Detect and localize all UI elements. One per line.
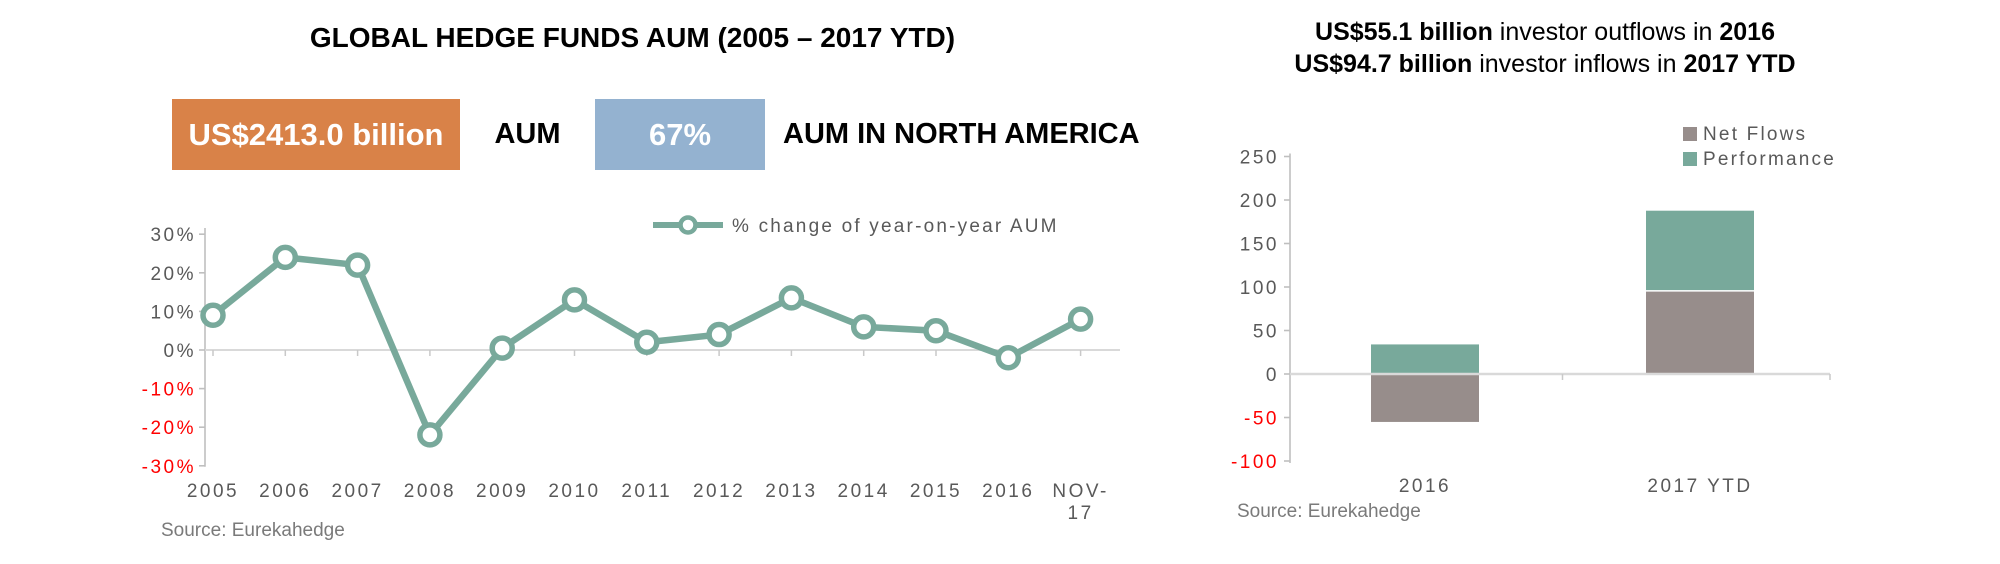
data-point-2009 [489, 335, 515, 361]
outflows-text: investor outflows in [1492, 18, 1720, 46]
line-chart-legend: % change of year-on-year AUM [653, 215, 1059, 237]
svg-text:100: 100 [1240, 278, 1279, 299]
data-point-2013 [778, 285, 805, 311]
inflows-text: investor inflows in [1472, 50, 1684, 78]
svg-text:250: 250 [1240, 148, 1279, 169]
bar-net-flows-2016 [1371, 374, 1479, 422]
svg-text:2015: 2015 [910, 481, 962, 502]
outflows-amount: US$55.1 billion [1315, 18, 1493, 46]
outflows-year: 2016 [1719, 18, 1775, 46]
left-chart-title: GLOBAL HEDGE FUNDS AUM (2005 – 2017 YTD) [309, 22, 956, 53]
svg-text:2016: 2016 [982, 481, 1034, 502]
bar-chart-x-labels: 2016 2017 YTD [1399, 476, 1752, 497]
stacked-bars [1371, 210, 1754, 422]
svg-text:2006: 2006 [259, 481, 311, 502]
right-chart-title: US$55.1 billion investor outflows in 201… [1200, 16, 1890, 80]
data-point-2006 [272, 244, 299, 271]
svg-text:Net Flows: Net Flows [1703, 124, 1807, 145]
svg-text:2005: 2005 [187, 481, 239, 502]
data-point-2014 [850, 314, 877, 340]
legend-swatch-performance [1683, 152, 1697, 166]
bar-chart-axes: 250 200 150 100 50 0 -50 -100 [1231, 148, 1291, 473]
svg-text:20%: 20% [150, 264, 196, 285]
svg-text:-100: -100 [1231, 452, 1279, 473]
right-source-note: Source: Eurekahedge [1237, 501, 1421, 522]
svg-text:0%: 0% [164, 341, 196, 362]
svg-text:2013: 2013 [765, 481, 817, 502]
svg-text:150: 150 [1240, 235, 1279, 256]
data-point-2007 [344, 252, 371, 278]
bar-net-flows-2017-YTD [1646, 291, 1754, 374]
svg-text:2010: 2010 [548, 481, 600, 502]
line-chart-axes: 30% 20% 10% 0% -10% -20% -30% [142, 225, 1120, 478]
svg-text:NOV-: NOV- [1052, 481, 1108, 502]
data-point-2011 [634, 329, 660, 356]
data-point-NOV-17 [1067, 306, 1094, 332]
svg-text:2009: 2009 [476, 481, 528, 502]
data-point-2008 [417, 422, 443, 448]
line-chart-x-labels: 2005 2006 2007 2008 2009 2010 2011 2012 2013 2014… [187, 481, 1108, 524]
bar-chart-legend: Net Flows Performance [1683, 124, 1836, 170]
right-title-line1: US$55.1 billion investor outflows in 201… [1200, 16, 1890, 48]
svg-text:50: 50 [1253, 322, 1279, 343]
svg-text:-50: -50 [1244, 409, 1279, 430]
right-title-line2: US$94.7 billion investor inflows in 2017… [1200, 48, 1890, 80]
inflows-year: 2017 YTD [1683, 50, 1796, 78]
svg-text:2012: 2012 [693, 481, 745, 502]
inflows-amount: US$94.7 billion [1294, 50, 1473, 78]
svg-text:-30%: -30% [142, 457, 196, 478]
svg-text:2014: 2014 [838, 481, 890, 502]
svg-text:17: 17 [1068, 503, 1094, 524]
svg-text:2007: 2007 [331, 481, 383, 502]
svg-text:0: 0 [1266, 365, 1279, 386]
aum-stat-box: US$2413.0 billion [172, 99, 460, 170]
svg-text:2016: 2016 [1399, 476, 1451, 497]
svg-text:2008: 2008 [404, 481, 456, 502]
svg-text:2017 YTD: 2017 YTD [1647, 476, 1752, 497]
bar-performance-2016 [1371, 344, 1479, 374]
data-point-2012 [706, 321, 732, 348]
north-america-stat-box: 67% [595, 99, 765, 170]
svg-text:-20%: -20% [142, 418, 196, 439]
aum-stat-label: AUM [494, 118, 561, 150]
bar-performance-2017-YTD [1646, 210, 1754, 291]
svg-text:-10%: -10% [142, 380, 196, 401]
svg-text:10%: 10% [150, 302, 196, 323]
svg-text:200: 200 [1240, 191, 1279, 212]
svg-text:% change of year-on-year AUM: % change of year-on-year AUM [732, 216, 1059, 237]
svg-text:Performance: Performance [1703, 149, 1836, 170]
data-point-2010 [561, 287, 588, 313]
left-source-note: Source: Eurekahedge [161, 520, 345, 541]
svg-text:2011: 2011 [621, 481, 672, 502]
data-point-2015 [923, 317, 949, 344]
flows-performance-bar-chart: 250 200 150 100 50 0 -50 -100 2016 2017 YTD Net Fl… [1231, 124, 1836, 497]
data-point-2005 [200, 302, 226, 329]
svg-text:30%: 30% [150, 225, 196, 246]
yoy-aum-series [200, 244, 1094, 448]
aum-line-chart: 30%20%10%0%-10%-20%-30%2005 2006 2007 2008 2… [142, 215, 1120, 524]
data-point-2016 [995, 344, 1022, 371]
north-america-stat-label: AUM IN NORTH AMERICA [783, 118, 1140, 150]
legend-swatch-net-flows [1683, 127, 1697, 141]
